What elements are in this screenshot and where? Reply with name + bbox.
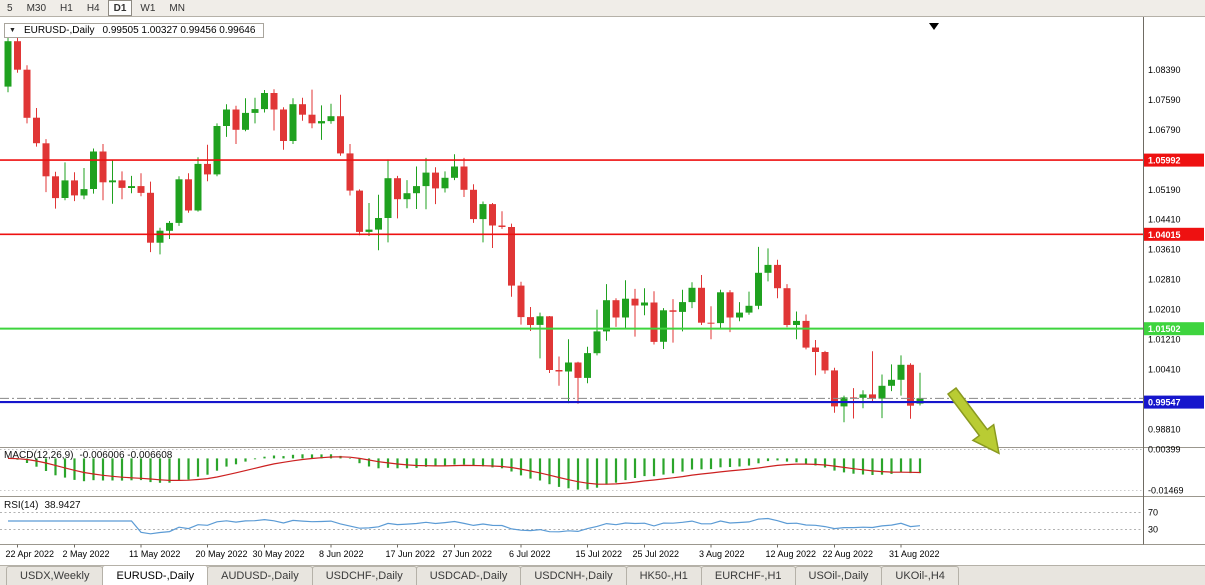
svg-text:31 Aug 2022: 31 Aug 2022 [889, 549, 940, 559]
svg-text:1.01502: 1.01502 [1148, 324, 1181, 334]
chart-region: 1.08390 1.07590 1.06790 1.05190 1.04410 1.036… [0, 17, 1205, 565]
shift-end-marker [929, 23, 939, 30]
svg-text:11 May 2022: 11 May 2022 [129, 549, 180, 559]
svg-text:1.06790: 1.06790 [1148, 125, 1181, 135]
tab-hk50-h1[interactable]: HK50-,H1 [625, 566, 702, 585]
svg-text:22 Aug 2022: 22 Aug 2022 [823, 549, 874, 559]
svg-text:1.02010: 1.02010 [1148, 305, 1181, 315]
svg-text:8 Jun 2022: 8 Jun 2022 [319, 549, 364, 559]
time-axis[interactable] [0, 545, 1143, 565]
macd-indicator-label: MACD(12,26,9) -0.006006 -0.006608 [4, 450, 172, 461]
macd-signal-line [7, 456, 921, 485]
tab-ukoil-h4[interactable]: UKOil-,H4 [881, 566, 959, 585]
rsi-line [8, 517, 921, 535]
svg-text:1.05992: 1.05992 [1148, 156, 1181, 166]
svg-text:17 Jun 2022: 17 Jun 2022 [386, 549, 436, 559]
timeframe-button-d1[interactable]: D1 [107, 0, 133, 16]
svg-text:1.02810: 1.02810 [1148, 275, 1181, 285]
candles [4, 32, 924, 423]
timeframe-button-mn[interactable]: MN [169, 2, 185, 14]
tab-eurchf-h1[interactable]: EURCHF-,H1 [700, 566, 796, 585]
timeframe-button-5[interactable]: 5 [7, 2, 13, 14]
svg-text:1.04410: 1.04410 [1148, 214, 1181, 224]
macd-values: -0.006006 -0.006608 [79, 450, 173, 461]
chart-tabs-bar: USDX,Weekly EURUSD-,Daily AUDUSD-,Daily USD… [0, 565, 1205, 585]
svg-text:-0.01469: -0.01469 [1148, 486, 1184, 496]
timeframe-toolbar: 5 M30 H1 H4 D1 W1 MN [0, 0, 1205, 17]
tab-usdcad-daily[interactable]: USDCAD-,Daily [415, 566, 522, 585]
svg-text:70: 70 [1148, 508, 1158, 518]
macd-name: MACD(12,26,9) [4, 450, 74, 461]
price-axis[interactable] [1143, 17, 1205, 545]
chart-info-box: ▼ EURUSD-,Daily 0.99505 1.00327 0.99456 … [4, 23, 265, 38]
timeframe-button-h4[interactable]: H4 [86, 2, 100, 14]
svg-text:0.99547: 0.99547 [1148, 398, 1181, 408]
svg-text:1.03610: 1.03610 [1148, 245, 1181, 255]
svg-text:15 Jul 2022: 15 Jul 2022 [576, 549, 623, 559]
tab-usdcnh-daily[interactable]: USDCNH-,Daily [520, 566, 627, 585]
chart-dropdown-icon[interactable]: ▼ [9, 27, 16, 34]
svg-text:1.04015: 1.04015 [1148, 230, 1181, 240]
svg-text:1.01210: 1.01210 [1148, 335, 1181, 345]
rsi-value: 38.9427 [44, 500, 81, 511]
tab-usdx-weekly[interactable]: USDX,Weekly [6, 566, 104, 585]
svg-text:30: 30 [1148, 524, 1158, 534]
tab-usdchf-daily[interactable]: USDCHF-,Daily [311, 566, 417, 585]
svg-text:12 Aug 2022: 12 Aug 2022 [766, 549, 817, 559]
tab-eurusd-daily[interactable]: EURUSD-,Daily [102, 565, 209, 585]
chart-symbol-label: EURUSD-,Daily [23, 25, 95, 36]
svg-text:0.00399: 0.00399 [1148, 445, 1181, 455]
timeframe-button-m30[interactable]: M30 [26, 2, 47, 14]
svg-text:22 Apr 2022: 22 Apr 2022 [6, 549, 55, 559]
svg-text:1.05190: 1.05190 [1148, 185, 1181, 195]
rsi-name: RSI(14) [4, 500, 39, 511]
svg-text:0.98810: 0.98810 [1148, 425, 1181, 435]
tab-usoil-daily[interactable]: USOil-,Daily [794, 566, 883, 585]
svg-text:1.08390: 1.08390 [1148, 65, 1181, 75]
rsi-indicator-label: RSI(14) 38.9427 [4, 500, 81, 511]
svg-text:3 Aug 2022: 3 Aug 2022 [699, 549, 745, 559]
svg-text:20 May 2022: 20 May 2022 [196, 549, 248, 559]
svg-text:1.00410: 1.00410 [1148, 365, 1181, 375]
svg-text:1.07590: 1.07590 [1148, 95, 1181, 105]
chart-ohlc-values: 0.99505 1.00327 0.99456 0.99646 [102, 25, 256, 36]
svg-text:6 Jul 2022: 6 Jul 2022 [509, 549, 551, 559]
chart-canvas[interactable]: 1.08390 1.07590 1.06790 1.05190 1.04410 1.036… [0, 17, 1205, 565]
timeframe-button-h1[interactable]: H1 [60, 2, 73, 14]
tab-audusd-daily[interactable]: AUDUSD-,Daily [207, 566, 313, 585]
svg-text:27 Jun 2022: 27 Jun 2022 [443, 549, 493, 559]
svg-text:30 May 2022: 30 May 2022 [253, 549, 305, 559]
svg-text:25 Jul 2022: 25 Jul 2022 [633, 549, 680, 559]
down-arrow-annotation [946, 386, 1000, 455]
svg-text:2 May 2022: 2 May 2022 [63, 549, 110, 559]
timeframe-button-w1[interactable]: W1 [140, 2, 156, 14]
